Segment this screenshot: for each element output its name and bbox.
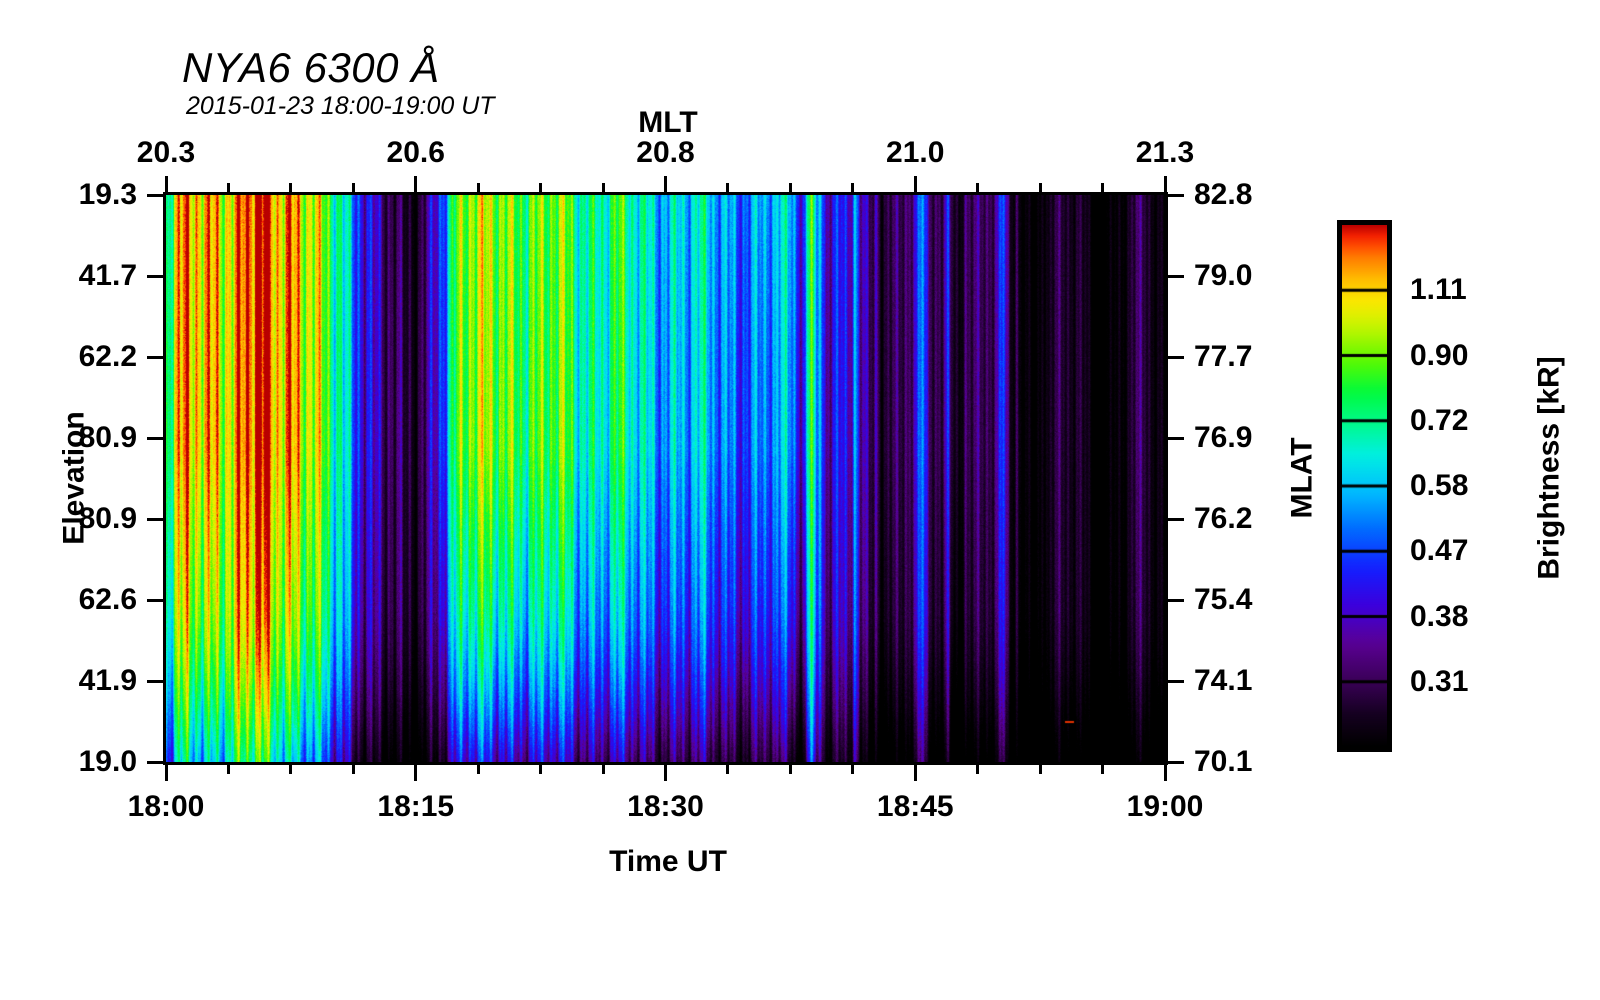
top-major-tick: [664, 176, 667, 192]
left-tick-label: 80.9: [78, 502, 137, 535]
bottom-tick-label: 18:30: [627, 790, 704, 823]
colorbar-title: Brightness [kR]: [1532, 356, 1566, 580]
top-minor-tick: [289, 183, 293, 192]
bottom-major-tick: [164, 765, 168, 781]
left-tick-label: 62.6: [78, 583, 137, 616]
right-tick-label: 76.9: [1194, 421, 1253, 454]
colorbar-tick-label: 0.72: [1410, 403, 1469, 437]
colorbar-tick-label: 0.58: [1410, 469, 1469, 502]
right-major-tick: [1168, 679, 1184, 683]
colorbar-tick-label: 1.11: [1410, 273, 1467, 307]
top-minor-tick: [976, 183, 980, 192]
right-axis-title: MLAT: [1285, 437, 1319, 519]
bottom-minor-tick: [539, 765, 543, 774]
bottom-minor-tick: [476, 765, 480, 774]
bottom-tick-label: 18:45: [876, 790, 954, 823]
right-tick-label: 76.2: [1194, 502, 1253, 535]
top-minor-tick: [1101, 183, 1105, 192]
right-tick-label: 70.1: [1194, 745, 1253, 778]
right-major-tick: [1168, 274, 1184, 278]
top-minor-tick: [476, 183, 480, 192]
top-minor-tick: [601, 183, 605, 192]
colorbar[interactable]: [1337, 220, 1392, 752]
left-major-tick: [147, 760, 163, 764]
bottom-minor-tick: [226, 765, 230, 774]
left-tick-label: 80.9: [78, 421, 137, 454]
bottom-minor-tick: [1101, 765, 1105, 774]
top-minor-tick: [226, 183, 230, 192]
top-axis-title: MLT: [638, 106, 698, 139]
left-major-tick: [147, 436, 163, 440]
bottom-minor-tick: [788, 765, 792, 774]
figure-title: NYA6 6300 Å: [182, 44, 440, 91]
bottom-major-tick: [1163, 765, 1167, 781]
right-major-tick: [1168, 598, 1184, 602]
right-tick-label: 77.7: [1194, 340, 1253, 373]
left-major-tick: [147, 274, 163, 278]
right-major-tick: [1168, 193, 1184, 197]
top-major-tick: [913, 176, 917, 192]
left-tick-label: 62.2: [78, 340, 137, 373]
top-major-tick: [164, 176, 168, 192]
right-major-tick: [1168, 355, 1184, 359]
top-minor-tick: [539, 183, 543, 192]
colorbar-tick-label: 0.47: [1410, 534, 1469, 568]
left-tick-label: 41.9: [78, 664, 137, 697]
figure-subtitle: 2015-01-23 18:00-19:00 UT: [186, 92, 495, 120]
right-major-tick: [1168, 436, 1184, 440]
top-tick-label: 21.3: [1135, 136, 1195, 169]
right-tick-label: 82.8: [1194, 178, 1253, 211]
bottom-tick-label: 19:00: [1126, 790, 1204, 823]
colorbar-tick-label: 0.38: [1410, 599, 1469, 633]
bottom-minor-tick: [851, 765, 855, 774]
bottom-major-tick: [414, 765, 418, 781]
colorbar-gradient: [1342, 225, 1387, 747]
left-major-tick: [147, 193, 163, 197]
top-minor-tick: [1038, 183, 1042, 192]
top-minor-tick: [351, 183, 355, 192]
left-major-tick: [147, 517, 163, 521]
bottom-tick-label: 18:00: [127, 790, 205, 823]
right-tick-label: 75.4: [1194, 583, 1253, 616]
left-major-tick: [147, 598, 163, 602]
left-tick-label: 19.0: [78, 745, 137, 778]
top-tick-label: 20.3: [136, 136, 196, 169]
right-tick-label: 74.1: [1194, 664, 1253, 697]
top-tick-label: 21.0: [886, 136, 945, 169]
bottom-major-tick: [913, 765, 917, 781]
top-major-tick: [1163, 176, 1167, 192]
bottom-minor-tick: [289, 765, 293, 774]
bottom-major-tick: [664, 765, 667, 781]
top-minor-tick: [851, 183, 855, 192]
right-tick-label: 79.0: [1194, 259, 1253, 292]
top-minor-tick: [788, 183, 792, 192]
top-minor-tick: [726, 183, 730, 192]
left-major-tick: [147, 679, 163, 683]
bottom-minor-tick: [726, 765, 730, 774]
colorbar-tick-label: 0.31: [1410, 664, 1469, 698]
colorbar-tick-label: 0.90: [1410, 338, 1469, 372]
top-major-tick: [414, 176, 418, 192]
top-tick-label: 20.6: [386, 136, 445, 169]
bottom-axis-title: Time UT: [609, 845, 727, 878]
top-tick-label: 20.8: [636, 136, 695, 169]
keogram-plot-area[interactable]: [163, 192, 1168, 765]
right-major-tick: [1168, 760, 1184, 764]
bottom-minor-tick: [601, 765, 605, 774]
left-major-tick: [147, 355, 163, 359]
bottom-minor-tick: [976, 765, 980, 774]
bottom-minor-tick: [351, 765, 355, 774]
keogram-heatmap: [166, 195, 1165, 762]
bottom-minor-tick: [1038, 765, 1042, 774]
bottom-tick-label: 18:15: [377, 790, 455, 823]
left-tick-label: 19.3: [78, 178, 137, 211]
left-tick-label: 41.7: [78, 259, 137, 292]
right-major-tick: [1168, 517, 1184, 521]
